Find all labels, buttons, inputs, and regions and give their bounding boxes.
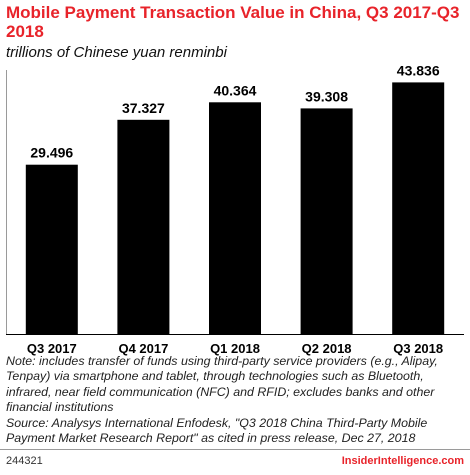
x-tick-label: Q3 2018 [393,341,443,356]
source-text: Source: Analysys International Enfodesk,… [6,415,428,446]
x-tick-label: Q2 2018 [302,341,352,356]
value-label: 29.496 [30,145,73,161]
chart-title: Mobile Payment Transaction Value in Chin… [6,3,460,41]
bar-q3-2018 [392,82,445,335]
chart-subtitle: trillions of Chinese yuan renminbi [6,44,227,61]
value-label: 39.308 [305,88,348,104]
bar-chart: 29.496 Q3 2017 37.327 Q4 2017 40.364 Q1 2018 3… [6,62,464,356]
footer-divider [0,449,470,450]
bar-q3-2017 [25,164,78,334]
chart-id: 244321 [6,455,43,467]
bar-q4-2017 [117,119,170,334]
x-tick-label: Q4 2017 [118,341,168,356]
x-tick-label: Q3 2017 [27,341,77,356]
value-label: 43.836 [397,62,440,78]
chart-notes: Note: includes transfer of funds using t… [6,354,468,446]
note-text: Note: includes transfer of funds using t… [6,354,438,415]
x-tick-label: Q1 2018 [210,341,260,356]
bar-q1-2018 [209,102,261,334]
value-label: 40.364 [214,82,257,98]
brand-logo[interactable]: InsiderIntelligence.com [341,455,464,467]
value-label: 37.327 [122,100,165,116]
bar-q2-2018 [300,108,353,335]
